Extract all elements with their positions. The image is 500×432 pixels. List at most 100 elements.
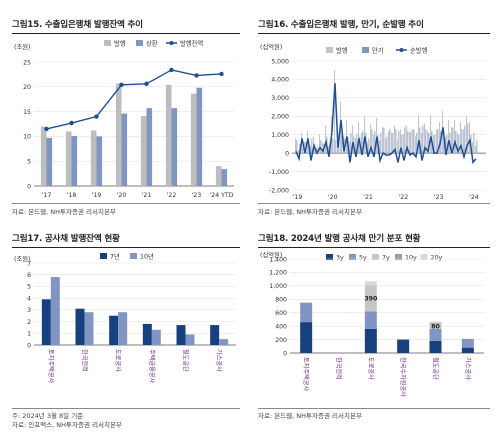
issue-bar	[406, 125, 408, 154]
line-marker	[194, 73, 199, 78]
x-tick-label: '22	[167, 192, 177, 199]
maturity-bar	[404, 127, 406, 154]
panel-title: 그림15. 수출입은행채 발행잔액 추이	[12, 20, 143, 30]
issue-bar	[376, 118, 378, 154]
bar	[75, 308, 85, 345]
maturity-bar	[296, 140, 298, 154]
issue-bar	[454, 119, 456, 154]
legend-label: 상환	[146, 38, 158, 47]
bar	[151, 329, 161, 345]
x-tick-label: 한국전력	[335, 357, 343, 380]
maturity-bar	[311, 138, 313, 154]
stacked-bar-segment	[429, 323, 442, 329]
issue-bar	[397, 140, 399, 154]
y-tick-label: 400	[275, 323, 287, 330]
y-tick-label: 600	[275, 310, 287, 317]
x-tick-label: 토지주택공사	[47, 349, 55, 383]
issue-bar	[475, 145, 477, 154]
maturity-bar	[350, 132, 352, 154]
issue-bar	[424, 123, 426, 154]
x-tick-label: '21	[142, 192, 152, 199]
bar	[196, 87, 203, 186]
issue-bar	[361, 132, 363, 154]
source-rule	[258, 203, 490, 204]
y-tick-label: 0	[285, 150, 289, 157]
issue-bar	[436, 129, 438, 154]
x-tick-label: 토지주택공사	[302, 357, 310, 391]
panel-title: 그림17. 공사채 발행잔액 현황	[12, 234, 120, 244]
bar	[219, 339, 229, 345]
issue-bar	[463, 129, 465, 154]
line-marker	[219, 71, 224, 77]
issue-bar	[334, 70, 336, 154]
issue-bar	[382, 127, 384, 154]
issue-bar	[472, 142, 474, 154]
net-issue-line	[295, 83, 477, 165]
maturity-bar	[341, 134, 343, 154]
stacked-bar-segment	[300, 302, 313, 323]
legend-swatch	[420, 254, 428, 260]
bar	[65, 131, 72, 186]
panel-maturity-distribution: 그림18. 2024년 발행 공사채 만기 분포 현황 (십억원) 3y 5y 7y 1…	[258, 232, 490, 428]
source-text: 자료: 본드웹, NH투자증권 리서치본부	[258, 208, 362, 216]
bar	[41, 299, 51, 345]
issue-bar	[349, 142, 351, 154]
bar	[96, 136, 103, 186]
y-unit-label: (조원)	[14, 42, 31, 51]
y-tick-label: 0	[283, 350, 287, 357]
title-rule	[12, 33, 240, 34]
legend-swatch	[136, 40, 143, 46]
source-text: 자료: 본드웹, NH투자증권 리서치본부	[12, 208, 116, 216]
bar	[115, 83, 122, 186]
x-tick-label: 가스공사	[464, 357, 472, 380]
title-rule	[258, 33, 490, 34]
maturity-bar	[320, 140, 322, 154]
maturity-bar	[407, 131, 409, 154]
legend-swatch	[326, 47, 333, 53]
maturity-bar	[380, 132, 382, 154]
chart-public-bond-balance: (조원) 7년 10년 0 1 2 3 4 5 6 7 토지주택공사 한국전력 도로공사 주택금융공사 철도공…	[14, 251, 236, 383]
maturity-bar	[461, 129, 463, 154]
issue-bar	[364, 116, 366, 154]
source-rule	[258, 408, 490, 409]
issue-bar	[295, 138, 297, 154]
y-tick-label: 1,000	[269, 283, 287, 290]
x-tick-label: '17	[42, 192, 52, 199]
y-tick-label: 1,200	[269, 270, 287, 277]
issue-bar	[298, 149, 300, 154]
line-marker	[94, 114, 99, 119]
bar	[140, 116, 147, 186]
issue-bar	[352, 125, 354, 154]
bar	[146, 108, 153, 186]
issue-bar	[457, 132, 459, 154]
issue-bar	[394, 125, 396, 154]
chart-maturity-distribution: (십억원) 3y 5y 7y 10y 20y 0 200 400 600 800 1,000 1,200…	[260, 250, 484, 397]
issue-bar	[430, 114, 432, 154]
x-tick-label: '20	[117, 192, 127, 199]
legend-label: 10년	[140, 251, 154, 260]
y-tick-label: 6	[27, 272, 31, 279]
maturity-bar	[368, 138, 370, 154]
y-tick-label: 0	[27, 183, 31, 190]
maturity-bar	[362, 131, 364, 154]
maturity-bar	[476, 140, 478, 154]
maturity-bar	[467, 123, 469, 154]
maturity-bar	[473, 132, 475, 154]
maturity-bar	[335, 140, 337, 154]
legend-label: 20y	[431, 254, 443, 261]
maturity-bar	[398, 131, 400, 154]
issue-bar	[409, 132, 411, 154]
maturity-bar	[464, 125, 466, 154]
bar	[142, 323, 152, 345]
y-tick-label: 20	[23, 84, 31, 91]
bar	[171, 108, 178, 186]
y-tick-label: 2,000	[271, 114, 289, 121]
stacked-bar-segment	[461, 338, 474, 348]
line-marker	[69, 120, 74, 126]
chart-issuance-balance: (조원) 발행 상환 발행잔액 0 5 10 15 20 25 '17 '18 '19 '20 '21 '22…	[14, 38, 234, 199]
maturity-bar	[371, 129, 373, 154]
legend-swatch	[326, 254, 333, 260]
x-tick-label: 도로공사	[367, 357, 375, 380]
issue-bar	[370, 123, 372, 154]
line-marker	[144, 81, 149, 87]
